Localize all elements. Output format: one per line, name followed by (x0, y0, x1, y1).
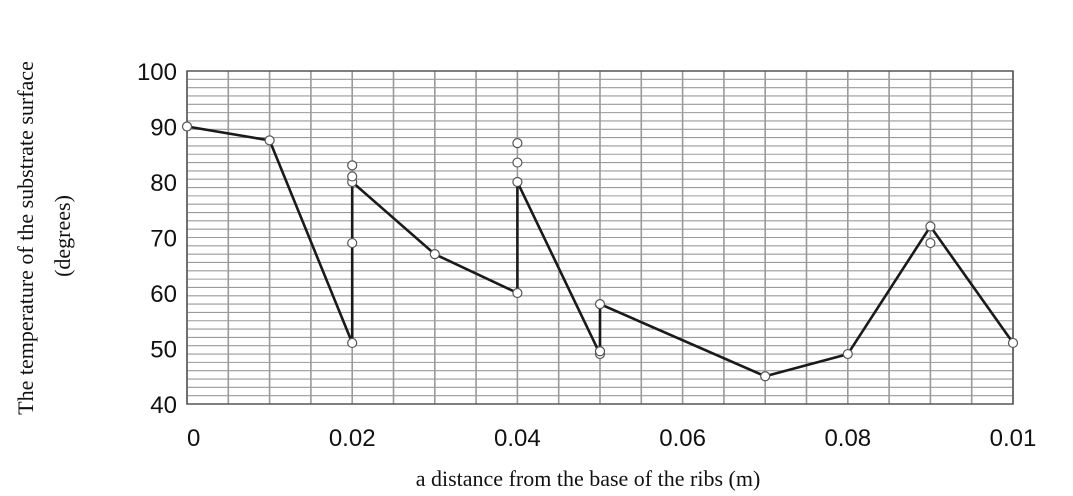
x-tick-label: 0.02 (329, 425, 376, 452)
data-point (512, 138, 523, 149)
data-point (347, 160, 358, 171)
y-tick-label: 70 (150, 226, 177, 253)
data-point (925, 221, 936, 232)
x-tick-label: 0.08 (824, 425, 871, 452)
data-point (347, 171, 358, 182)
data-point (760, 371, 771, 382)
data-point (594, 299, 606, 310)
data-point (429, 249, 440, 260)
data-point (512, 176, 523, 188)
y-tick-label: 50 (150, 337, 177, 364)
x-tick-label: 0.04 (494, 425, 541, 452)
y-tick-label: 90 (150, 115, 177, 142)
x-axis-ticks: 0 0.02 0.04 0.06 0.08 0.01 (187, 425, 1036, 452)
data-point (925, 237, 936, 249)
data-point (512, 287, 523, 299)
y-tick-label: 40 (150, 392, 177, 419)
y-axis-ticks: 40 50 60 70 80 90 100 (137, 59, 177, 419)
data-point (264, 135, 275, 146)
data-point (1007, 337, 1019, 349)
data-point (347, 237, 358, 249)
x-tick-label: 0 (187, 425, 200, 452)
data-point (842, 348, 853, 360)
data-point (594, 346, 606, 357)
y-tick-label: 60 (150, 281, 177, 308)
data-point (512, 157, 523, 168)
data-point (347, 337, 358, 349)
x-axis-title: a distance from the base of the ribs (m) (416, 466, 761, 491)
markers (181, 121, 1019, 382)
plot-area-border (186, 70, 1014, 405)
data-point (181, 121, 193, 132)
y-axis-title-line2: (degrees) (50, 195, 75, 277)
x-tick-label: 0.06 (659, 425, 706, 452)
y-tick-label: 80 (150, 170, 177, 197)
y-axis-title-line1: The temperature of the substrate surface (13, 61, 38, 415)
x-tick-label: 0.01 (990, 425, 1037, 452)
y-tick-label: 100 (137, 59, 177, 86)
